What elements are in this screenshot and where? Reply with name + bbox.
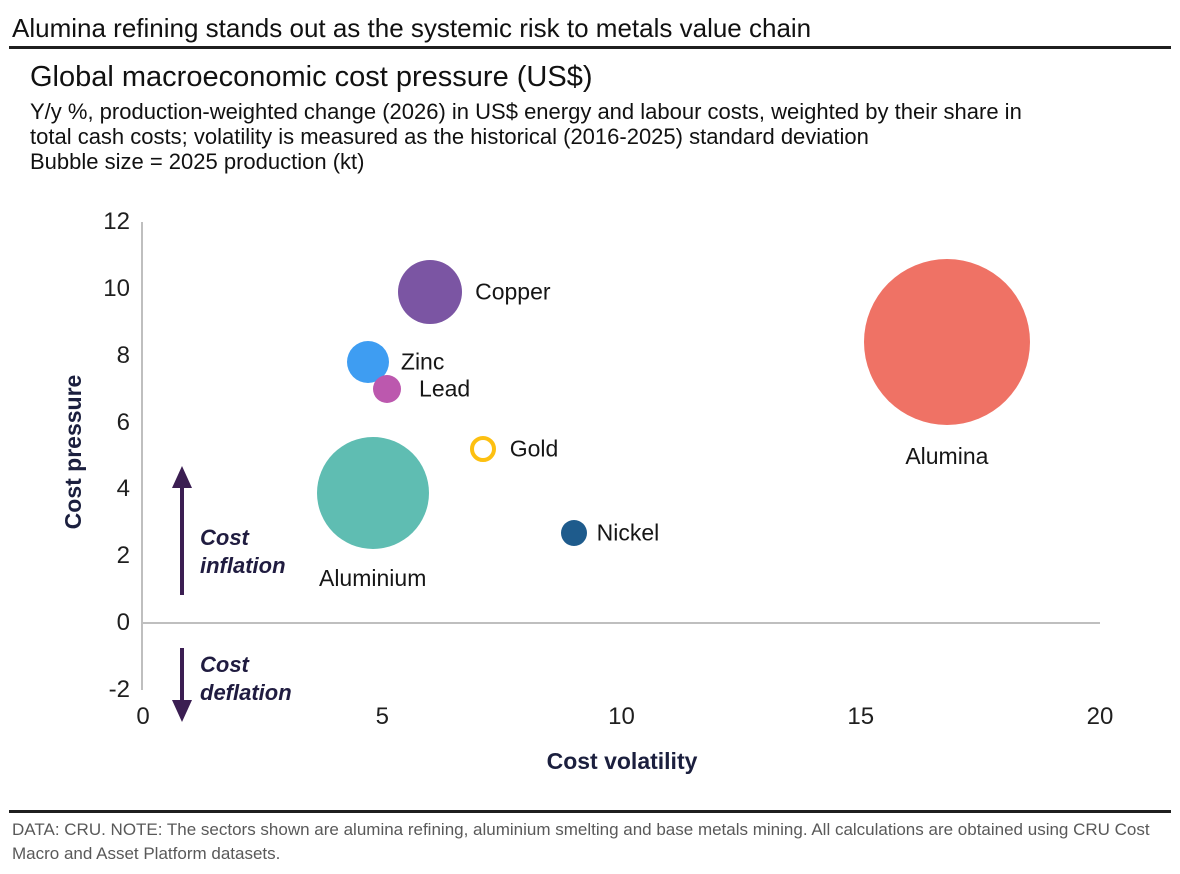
footer-divider (9, 810, 1171, 813)
x-axis-title: Cost volatility (546, 748, 698, 774)
y-tick-label: -2 (108, 676, 130, 703)
bubble-lead (373, 375, 402, 404)
header-divider (9, 46, 1171, 49)
footer-note: DATA: CRU. NOTE: The sectors shown are a… (12, 820, 1150, 863)
cost-deflation-arrow (180, 648, 184, 700)
cost-inflation-line2: inflation (200, 553, 286, 578)
bubble-label-gold: Gold (509, 435, 559, 462)
y-axis-line (141, 222, 143, 690)
y-tick-label: 6 (116, 408, 130, 436)
bubble-size-note: Bubble size = 2025 production (kt) (30, 149, 365, 174)
cost-inflation-arrow (180, 486, 184, 595)
cost-deflation-line1: Cost (200, 652, 249, 677)
y-tick-label: 0 (116, 609, 130, 637)
cost-deflation-label: Cost deflation (200, 651, 292, 707)
cost-deflation-arrowhead-icon (172, 700, 192, 722)
bubble-aluminium (316, 436, 429, 549)
bubble-alumina (863, 259, 1030, 426)
bubble-copper (398, 260, 463, 325)
x-tick-label: 10 (608, 703, 635, 730)
x-tick-label: 0 (136, 703, 150, 730)
y-tick-label: 10 (103, 274, 130, 302)
chart-subtitle-line2: total cash costs; volatility is measured… (30, 124, 869, 149)
bubble-label-alumina: Alumina (905, 443, 989, 470)
zero-gridline (143, 622, 1100, 624)
page-title: Alumina refining stands out as the syste… (12, 13, 812, 43)
y-tick-label: 4 (116, 475, 130, 503)
cost-deflation-line2: deflation (200, 680, 292, 705)
bubble-label-zinc: Zinc (400, 348, 445, 375)
y-tick-label: 12 (103, 208, 130, 235)
chart-title: Global macroeconomic cost pressure (US$) (30, 61, 593, 93)
bubble-label-nickel: Nickel (596, 519, 660, 546)
y-axis-title: Cost pressure (60, 374, 86, 530)
x-tick-label: 20 (1086, 703, 1114, 730)
bubble-gold (469, 436, 496, 463)
y-tick-label: 8 (116, 341, 130, 369)
cost-inflation-arrowhead-icon (172, 466, 192, 488)
y-tick-label: 2 (116, 542, 130, 570)
x-tick-label: 5 (375, 703, 389, 730)
cost-inflation-label: Cost inflation (200, 524, 286, 580)
x-tick-label: 15 (847, 703, 875, 730)
bubble-label-aluminium: Aluminium (318, 564, 427, 591)
bubble-label-lead: Lead (419, 375, 471, 402)
bubble-nickel (560, 519, 587, 546)
chart-subtitle-line1: Y/y %, production-weighted change (2026)… (30, 99, 1022, 124)
cost-inflation-line1: Cost (200, 525, 249, 550)
bubble-label-copper: Copper (475, 278, 551, 305)
